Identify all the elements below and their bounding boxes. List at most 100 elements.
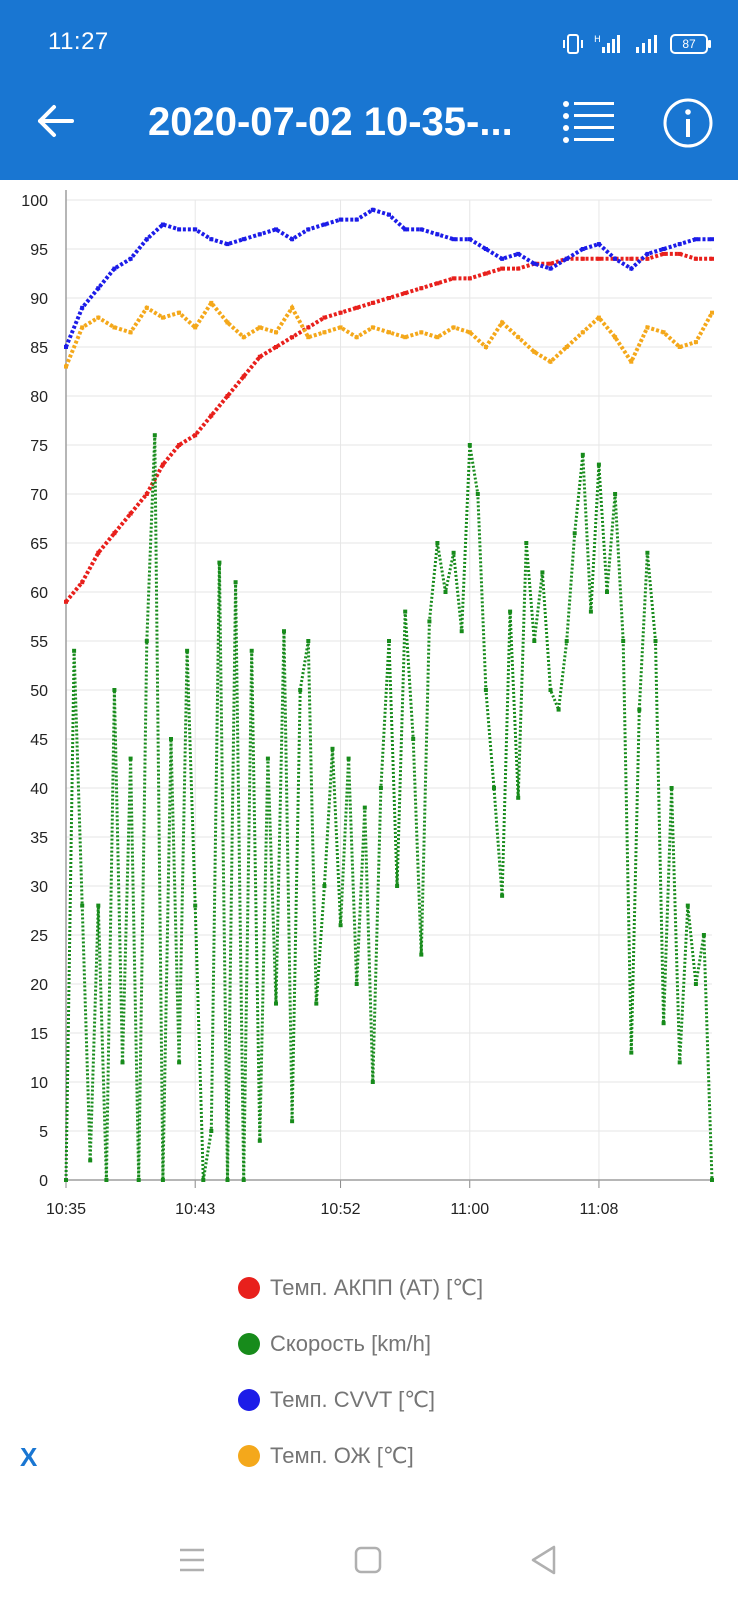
legend-label: Темп. ОЖ [℃] [270,1443,414,1468]
data-point [580,330,585,335]
system-nav-bar [0,1520,738,1600]
data-point [701,933,706,937]
data-point [483,247,488,251]
data-point [467,276,472,281]
data-point [467,237,472,242]
battery-indicator: 87 [670,34,711,54]
data-point [467,330,472,335]
square-icon[interactable] [348,1540,388,1580]
data-point [629,1050,634,1055]
data-point [451,276,456,281]
data-point [144,237,149,242]
arrow-left-icon [38,105,74,137]
data-point [564,256,569,261]
legend-label: Темп. АКПП (AT) [℃] [270,1275,484,1300]
data-point [370,325,375,330]
data-point [693,237,698,242]
signal-h-icon: H [594,35,620,53]
list-icon [563,101,614,143]
data-point [338,923,343,928]
data-point [580,256,585,261]
data-point [710,237,714,242]
chart-area[interactable]: 0 5 10 15 20 25 30 35 40 45 50 55 60 65 70 75 80 85 90 95 10… [0,180,738,1260]
legend-item[interactable]: Скорость [km/h] [238,1316,698,1372]
series-line-3 [64,299,714,368]
data-point [451,550,456,555]
data-point [193,433,198,438]
info-button[interactable] [662,97,714,149]
legend-label: Темп. CVVT [℃] [270,1387,436,1412]
data-point [290,237,295,242]
data-point [540,570,545,575]
legend-item[interactable]: Темп. АКПП (AT) [℃] [238,1260,698,1316]
data-point [112,688,117,692]
data-point [120,1060,125,1065]
data-point [508,609,513,614]
menu-icon[interactable] [172,1540,212,1580]
data-point [209,413,214,418]
data-point [435,541,440,545]
data-point [548,359,553,364]
data-point [177,227,182,232]
legend-item[interactable]: Темп. ОЖ [℃] [238,1428,698,1484]
data-point [387,296,391,300]
close-button[interactable]: X [20,1442,38,1472]
data-point [354,305,359,310]
data-point [419,286,424,291]
data-point [177,443,182,447]
data-point [629,266,634,271]
data-point [548,261,553,266]
data-point [209,300,214,305]
data-point [677,251,682,256]
data-point [572,531,577,536]
data-point [387,330,391,335]
data-point [403,609,408,614]
back-button[interactable] [30,95,82,147]
legend-dot-icon [238,1445,260,1467]
data-point [96,550,101,555]
data-point [596,462,601,467]
data-point [661,330,666,335]
legend-item[interactable]: Темп. CVVT [℃] [238,1372,698,1428]
data-point [225,320,230,325]
data-point [322,330,327,335]
list-button[interactable] [562,98,616,146]
data-point [411,737,416,741]
data-point [160,1178,165,1182]
x-tick-label: 11:08 [580,1201,619,1218]
y-tick-label: 75 [30,438,48,455]
temperature-speed-chart[interactable]: 0 5 10 15 20 25 30 35 40 45 50 55 60 65 70 75 80 85 90 95 10… [0,180,738,1260]
data-point [483,345,488,349]
data-point [169,737,173,741]
data-point [451,237,456,242]
data-point [370,300,375,305]
series-line-0 [64,251,712,604]
data-point [136,1178,141,1182]
x-tick-label: 11:00 [450,1201,489,1218]
x-tick-label: 10:43 [175,1201,215,1218]
triangle-back-icon[interactable] [524,1540,564,1580]
data-point [645,550,650,555]
y-tick-label: 90 [30,291,48,308]
data-point [217,560,222,565]
data-point [128,256,133,261]
data-point [314,1001,319,1006]
series-line-1 [64,435,714,1181]
data-point [677,345,682,349]
y-tick-label: 100 [21,193,48,210]
data-point [419,227,424,232]
data-point [144,492,149,496]
data-point [241,374,246,379]
data-point [621,639,626,643]
data-point [160,315,165,320]
y-tick-label: 35 [30,830,48,847]
data-point [362,805,367,810]
data-point [354,982,359,986]
data-point [661,251,666,256]
y-tick-label: 85 [30,340,48,357]
data-point [475,492,480,496]
data-point [257,325,262,330]
data-point [298,688,303,692]
y-tick-label: 5 [39,1124,48,1141]
data-point [112,531,117,536]
